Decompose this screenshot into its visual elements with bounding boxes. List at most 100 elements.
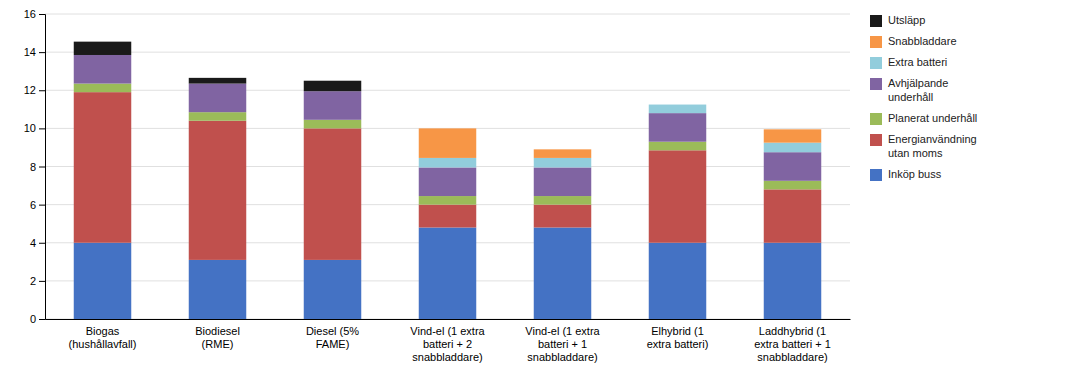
bar-segment (74, 243, 132, 319)
y-tick-mark (39, 205, 45, 206)
x-tick: Diesel (5%FAME) (306, 319, 359, 350)
chart-svg: 0246810121416Biogas(hushållavfall)Biodie… (0, 0, 1065, 389)
grid-line (45, 14, 850, 15)
y-axis-line (39, 15, 46, 320)
legend-label: Utsläpp (888, 14, 925, 26)
bar-series (74, 84, 822, 205)
y-tick: 6 (30, 199, 45, 211)
x-tick-label-line: batteri + 2 (423, 338, 472, 350)
bar-segment (649, 104, 707, 105)
x-tick-label: Diesel (5%FAME) (306, 325, 359, 350)
x-tick-label-line: Laddhybrid (1 (759, 325, 826, 337)
bar-segment (764, 152, 822, 181)
y-tick-label: 12 (24, 84, 36, 96)
bar-segment (304, 260, 362, 319)
x-tick-label: Vind-el (1 extrabatteri + 1snabbladdare) (525, 325, 600, 363)
y-tick: 0 (30, 313, 45, 325)
bar-segment (419, 205, 477, 228)
legend-swatch (870, 134, 882, 146)
bar-segment (189, 121, 247, 260)
bar-segment (534, 158, 592, 168)
bar-segment (419, 167, 477, 196)
legend-swatch (870, 15, 882, 27)
bar-series (74, 228, 822, 320)
bar-segment (534, 167, 592, 196)
bar-segment (764, 129, 822, 130)
legend-swatch (870, 169, 882, 181)
bar-segment (419, 228, 477, 320)
bar-segment (304, 128, 362, 260)
bar-segment (764, 189, 822, 242)
bar-segment (74, 92, 132, 243)
y-tick-label: 10 (24, 122, 36, 134)
bar-segment (189, 260, 247, 319)
y-tick: 2 (30, 275, 45, 287)
bar-segment (764, 243, 822, 319)
legend-label: Extra batteri (888, 56, 947, 68)
grid-line (45, 52, 850, 53)
y-tick: 10 (24, 122, 45, 134)
legend-label-line: Planerat underhåll (888, 112, 977, 124)
bar-segment (649, 113, 707, 142)
x-tick-label: Vind-el (1 extrabatteri + 2snabbladdare) (410, 325, 485, 363)
legend-label-line: Extra batteri (888, 56, 947, 68)
bar-segment (649, 104, 707, 105)
y-tick: 12 (24, 84, 45, 96)
x-tick: Vind-el (1 extrabatteri + 1snabbladdare) (525, 319, 600, 363)
grid-line (45, 90, 850, 91)
x-tick-label-line: Vind-el (1 extra (525, 325, 600, 337)
chart-container: 0246810121416Biogas(hushållavfall)Biodie… (0, 0, 1065, 389)
legend-label-line: utan moms (888, 147, 943, 159)
bar-segment (649, 150, 707, 242)
x-tick: Laddhybrid (1extra batteri + 1snabbladda… (754, 319, 831, 363)
legend-label-line: Snabbladdare (888, 35, 957, 47)
bar-segment (189, 112, 247, 121)
legend-label-line: Inköp buss (888, 168, 942, 180)
y-tick-mark (39, 243, 45, 244)
bar-segment (304, 91, 362, 120)
bar-segment (534, 196, 592, 205)
bars (74, 42, 822, 319)
x-tick-label-line: extra batteri) (647, 338, 709, 350)
x-tick: Elhybrid (1extra batteri) (647, 319, 709, 350)
legend-label: Energianvändningutan moms (888, 133, 977, 158)
x-tick-label-line: FAME) (316, 338, 350, 350)
bar-segment (74, 84, 132, 93)
y-tick-mark (39, 14, 45, 15)
bar-segment (534, 205, 592, 228)
bar-segment (649, 105, 707, 114)
bar-segment (764, 181, 822, 190)
y-tick-mark (39, 90, 45, 91)
legend-item: Inköp buss (870, 168, 942, 181)
bar-segment (304, 120, 362, 129)
x-tick-label: Biodiesel(RME) (195, 325, 240, 350)
x-tick-label-line: Vind-el (1 extra (410, 325, 485, 337)
x-tick-label-line: batteri + 1 (538, 338, 587, 350)
x-tick-label: Elhybrid (1extra batteri) (647, 325, 709, 350)
legend-item: Extra batteri (870, 56, 947, 69)
x-tick-label: Biogas(hushållavfall) (69, 325, 137, 350)
x-tick: Vind-el (1 extrabatteri + 2snabbladdare) (410, 319, 485, 363)
y-tick-label: 14 (24, 46, 36, 58)
legend-label: Inköp buss (888, 168, 942, 180)
legend-item: Avhjälpandeunderhåll (870, 77, 948, 102)
plot-area: 0246810121416Biogas(hushållavfall)Biodie… (24, 8, 851, 363)
legend-label-line: Avhjälpande (888, 77, 948, 89)
bar-series (74, 92, 822, 260)
bar-series (419, 128, 822, 158)
x-tick-label-line: Biogas (86, 325, 120, 337)
grid (45, 14, 850, 319)
legend-item: Utsläpp (870, 14, 925, 27)
x-tick-label-line: Diesel (5% (306, 325, 359, 337)
legend-item: Planerat underhåll (870, 112, 977, 125)
bar-segment (764, 129, 822, 142)
x-tick-label-line: snabbladdare) (412, 351, 482, 363)
bar-segment (419, 196, 477, 205)
legend: Utsläpp Snabbladdare Extra batteri Avhjälpa… (870, 14, 977, 181)
legend-swatch (870, 113, 882, 125)
legend-swatch (870, 57, 882, 69)
bar-segment (649, 142, 707, 151)
bar-segment (649, 243, 707, 319)
y-tick-mark (39, 281, 45, 282)
y-tick: 8 (30, 161, 45, 173)
